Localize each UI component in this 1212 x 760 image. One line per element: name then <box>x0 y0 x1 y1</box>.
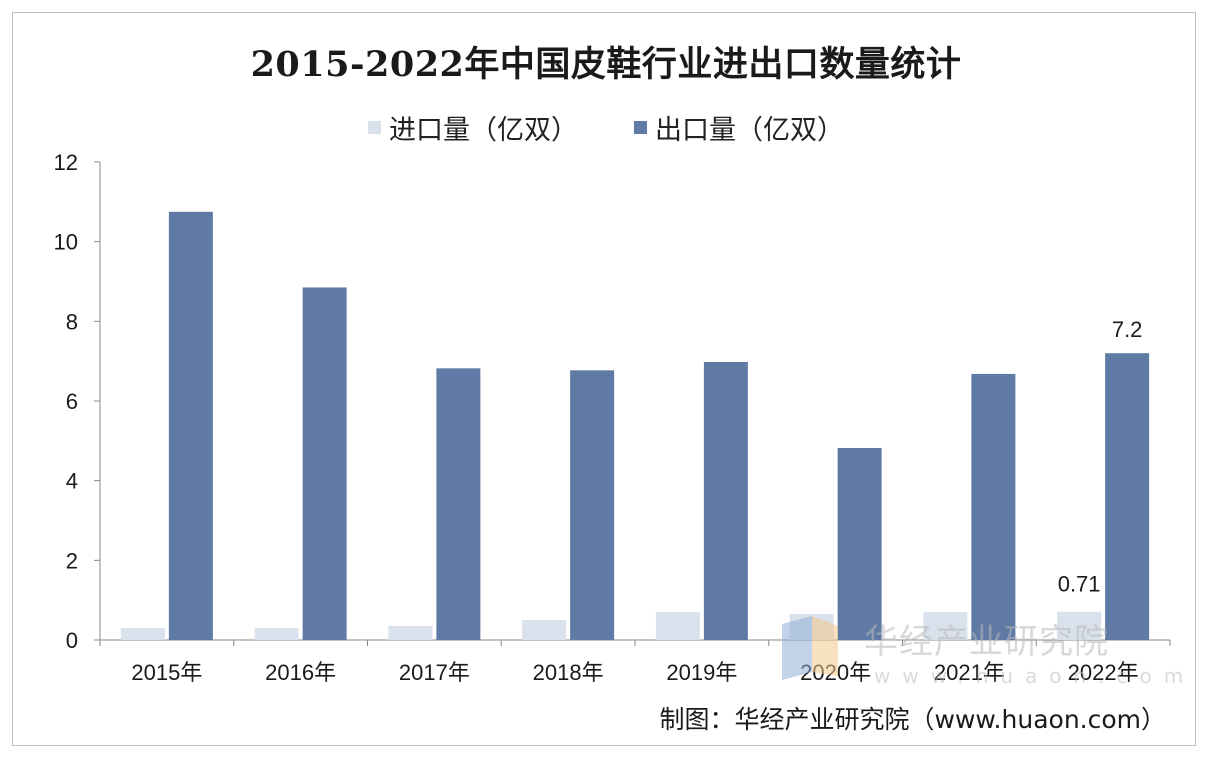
bar-export <box>1105 353 1150 640</box>
bar-import <box>1057 611 1102 640</box>
bar-import <box>254 628 299 640</box>
legend-label-export: 出口量（亿双） <box>655 115 844 146</box>
bar-export <box>971 373 1016 640</box>
data-label: 0.71 <box>1058 572 1101 597</box>
x-tick-label: 2020年 <box>800 660 871 685</box>
legend-item-export: 出口量（亿双） <box>634 108 844 147</box>
x-tick-label: 2016年 <box>265 660 336 685</box>
bar-import <box>388 626 433 640</box>
y-tick-label: 0 <box>66 628 78 653</box>
bar-export <box>570 370 615 640</box>
bar-import <box>655 612 700 640</box>
y-tick-label: 10 <box>54 230 78 255</box>
x-tick-label: 2021年 <box>934 660 1005 685</box>
bar-import <box>120 628 165 640</box>
x-tick-label: 2015年 <box>131 660 202 685</box>
x-tick-label: 2018年 <box>533 660 604 685</box>
legend-label-import: 进口量（亿双） <box>389 115 578 146</box>
x-tick-label: 2022年 <box>1068 660 1139 685</box>
bar-export <box>302 287 347 640</box>
y-tick-label: 2 <box>66 548 78 573</box>
bar-export <box>436 368 481 640</box>
chart-legend: 进口量（亿双） 出口量（亿双） <box>0 108 1212 147</box>
x-tick-label: 2019年 <box>666 660 737 685</box>
bar-import <box>789 614 834 640</box>
x-tick-label: 2017年 <box>399 660 470 685</box>
legend-swatch-export <box>634 121 647 134</box>
bar-export <box>837 448 882 640</box>
bar-import <box>923 612 968 640</box>
chart-title: 2015-2022年中国皮鞋行业进出口数量统计 <box>250 44 962 85</box>
y-tick-label: 6 <box>66 389 78 414</box>
y-tick-label: 12 <box>54 150 78 175</box>
bar-export <box>703 361 748 640</box>
data-label: 7.2 <box>1112 317 1143 342</box>
legend-swatch-import <box>368 121 381 134</box>
bar-export <box>168 211 213 640</box>
legend-item-import: 进口量（亿双） <box>368 108 578 147</box>
y-tick-label: 8 <box>66 309 78 334</box>
source-note: 制图：华经产业研究院（www.huaon.com） <box>659 705 1166 734</box>
y-tick-label: 4 <box>66 469 78 494</box>
bar-import <box>522 620 567 640</box>
